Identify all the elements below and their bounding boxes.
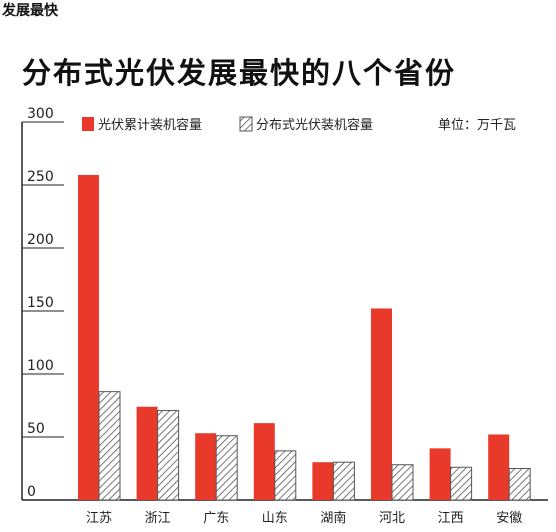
y-tick-label: 200 (27, 232, 54, 248)
bar-total-capacity (195, 433, 217, 500)
y-tick-label: 100 (27, 358, 54, 374)
x-tick-label: 安徽 (496, 511, 522, 526)
y-tick-label: 50 (27, 421, 45, 437)
bar-distributed-capacity (508, 468, 531, 501)
x-tick-label: 江苏 (86, 510, 112, 526)
bar-distributed-capacity (391, 464, 414, 501)
legend-swatch-total (82, 117, 94, 131)
bar-distributed-capacity (332, 461, 355, 501)
bar-total-capacity (253, 423, 275, 500)
bar-total-capacity (78, 174, 99, 501)
bar-total-capacity (488, 434, 510, 500)
x-tick-label: 湖南 (320, 510, 346, 526)
y-tick-label: 250 (27, 169, 54, 185)
legend-swatch-distributed (239, 116, 253, 132)
bar-total-capacity (136, 406, 158, 500)
x-tick-label: 江西 (438, 511, 464, 526)
x-tick-label: 浙江 (145, 511, 171, 526)
chart-title: 分布式光伏发展最快的八个省份 (22, 56, 457, 90)
y-tick-label: 150 (27, 295, 54, 311)
bar-distributed-capacity (215, 435, 238, 501)
x-tick-label: 广东 (203, 511, 229, 526)
unit-label: 单位：万千瓦 (438, 118, 516, 133)
bar-total-capacity (312, 462, 334, 500)
x-tick-label: 山东 (262, 511, 288, 526)
legend-label-total: 光伏累计装机容量 (98, 117, 202, 133)
y-tick-label: 0 (27, 484, 36, 500)
page-caption: 发展最快 (2, 3, 58, 19)
bar-distributed-capacity (98, 391, 121, 501)
legend-label-distributed: 分布式光伏装机容量 (256, 117, 373, 133)
bar-total-capacity (429, 448, 451, 500)
bar-distributed-capacity (450, 466, 473, 501)
bar-distributed-capacity (157, 410, 180, 501)
bar-total-capacity (371, 308, 392, 500)
x-tick-label: 河北 (379, 511, 405, 526)
bar-distributed-capacity (274, 450, 297, 501)
y-tick-label: 300 (27, 106, 54, 122)
